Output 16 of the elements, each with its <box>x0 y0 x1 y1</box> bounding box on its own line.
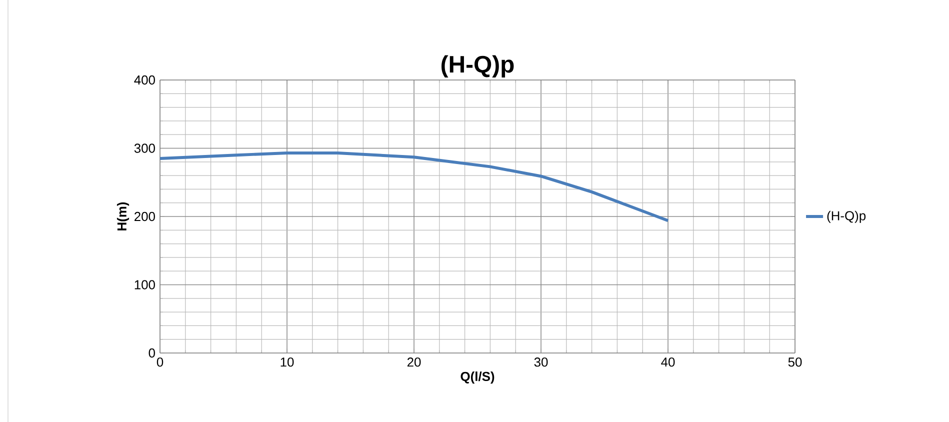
x-tick-label: 40 <box>661 358 675 367</box>
x-tick-label: 0 <box>156 358 164 367</box>
x-tick-label: 50 <box>788 358 802 367</box>
y-axis-title: H(m) <box>116 202 130 230</box>
y-tick-label: 300 <box>134 144 155 153</box>
legend-label: (H-Q)p <box>827 210 866 223</box>
x-axis-title: Q(l/S) <box>460 372 494 384</box>
y-tick-label: 200 <box>134 212 155 222</box>
y-tick-label: 400 <box>134 75 155 85</box>
x-tick-label: 20 <box>407 358 421 367</box>
x-tick-label: 10 <box>280 358 294 367</box>
y-tick-label: 0 <box>148 348 155 358</box>
y-tick-label: 100 <box>134 280 155 290</box>
chart-title: (H-Q)p <box>442 55 514 78</box>
line-series <box>160 152 670 222</box>
x-tick-label: 30 <box>534 358 548 367</box>
